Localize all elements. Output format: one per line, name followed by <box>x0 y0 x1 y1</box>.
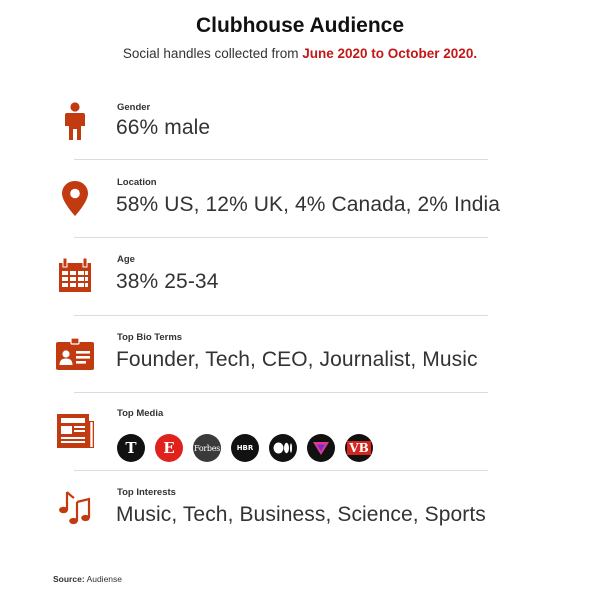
map-pin-icon <box>54 180 96 222</box>
venturebeat-logo-text: VB <box>347 441 371 455</box>
gender-label: Gender <box>117 102 151 113</box>
calendar-icon <box>54 257 96 299</box>
divider <box>74 315 488 316</box>
source-value: Audiense <box>86 574 123 584</box>
divider <box>74 159 488 160</box>
subtitle-prefix: Social handles collected from <box>122 46 303 61</box>
subtitle: Social handles collected from June 2020 … <box>0 46 600 61</box>
newspaper-icon <box>54 412 96 454</box>
age-label: Age <box>117 254 135 265</box>
source-note: Source: Audiense <box>53 574 122 584</box>
location-label: Location <box>117 177 157 188</box>
forbes-logo: Forbes <box>193 434 221 462</box>
page-title: Clubhouse Audience <box>195 14 405 37</box>
venturebeat-logo: VB <box>345 434 373 462</box>
medium-logo <box>269 434 297 462</box>
bio-terms-label: Top Bio Terms <box>117 332 183 343</box>
divider <box>74 392 488 393</box>
location-value: 58% US, 12% UK, 4% Canada, 2% India <box>116 193 501 216</box>
interests-value: Music, Tech, Business, Science, Sports <box>116 503 486 526</box>
verge-logo <box>307 434 335 462</box>
source-label: Source: <box>53 574 85 584</box>
music-notes-icon <box>54 488 96 530</box>
divider <box>74 470 488 471</box>
subtitle-date-range: June 2020 to October 2020. <box>302 46 478 61</box>
divider <box>74 237 488 238</box>
id-card-icon <box>54 335 96 377</box>
entrepreneur-logo: E <box>155 434 183 462</box>
new-york-times-logo: T <box>117 434 145 462</box>
hbr-logo: HBR <box>231 434 259 462</box>
person-icon <box>54 102 96 144</box>
gender-value: 66% male <box>116 116 211 139</box>
age-value: 38% 25-34 <box>116 270 219 293</box>
media-logo-list: T E Forbes HBR VB <box>117 434 373 462</box>
bio-terms-value: Founder, Tech, CEO, Journalist, Music <box>116 348 478 371</box>
media-label: Top Media <box>117 408 164 419</box>
interests-label: Top Interests <box>117 487 176 498</box>
